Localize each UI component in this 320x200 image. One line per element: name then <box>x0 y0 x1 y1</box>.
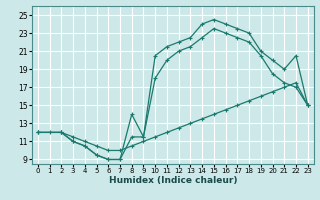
X-axis label: Humidex (Indice chaleur): Humidex (Indice chaleur) <box>108 176 237 185</box>
